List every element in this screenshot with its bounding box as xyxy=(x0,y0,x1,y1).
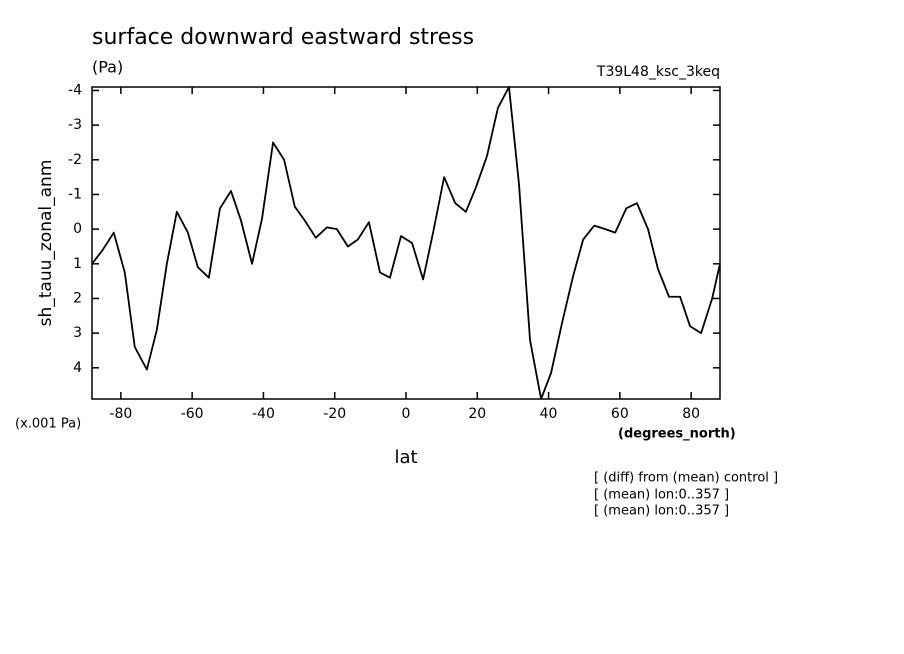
x-tick-label: -20 xyxy=(323,406,346,422)
y-tick-label: 4 xyxy=(73,360,82,376)
x-tick-label: -80 xyxy=(109,406,132,422)
y-tick-label: -2 xyxy=(68,152,82,168)
x-tick-label: 80 xyxy=(682,406,700,422)
data-line xyxy=(91,86,721,400)
x-axis-label: lat xyxy=(394,447,417,468)
y-tick-label: -1 xyxy=(68,186,82,202)
x-tick-label: -60 xyxy=(181,406,204,422)
y-tick-label: 2 xyxy=(73,290,82,306)
y-axis-label: sh_tauu_zonal_anm xyxy=(36,160,56,327)
chart-title: surface downward eastward stress xyxy=(92,25,474,50)
x-tick-label: 20 xyxy=(468,406,486,422)
note: [ (mean) lon:0..357 ] xyxy=(594,504,729,519)
x-tick-label: 60 xyxy=(611,406,629,422)
note: [ (mean) lon:0..357 ] xyxy=(594,488,729,503)
subtitle: (Pa) xyxy=(92,58,123,77)
y-unit: (x.001 Pa) xyxy=(15,417,81,432)
y-tick-label: -3 xyxy=(68,117,82,133)
note: [ (diff) from (mean) control ] xyxy=(594,471,778,486)
y-tick-label: 3 xyxy=(73,325,82,341)
y-tick-label: 1 xyxy=(73,256,82,272)
x-unit: (degrees_north) xyxy=(618,427,736,442)
y-tick-label: -4 xyxy=(68,82,82,98)
x-tick-label: -40 xyxy=(252,406,275,422)
run-label: T39L48_ksc_3keq xyxy=(596,64,720,80)
x-tick-label: 40 xyxy=(540,406,558,422)
x-tick-label: 0 xyxy=(402,406,411,422)
y-tick-label: 0 xyxy=(73,221,82,237)
